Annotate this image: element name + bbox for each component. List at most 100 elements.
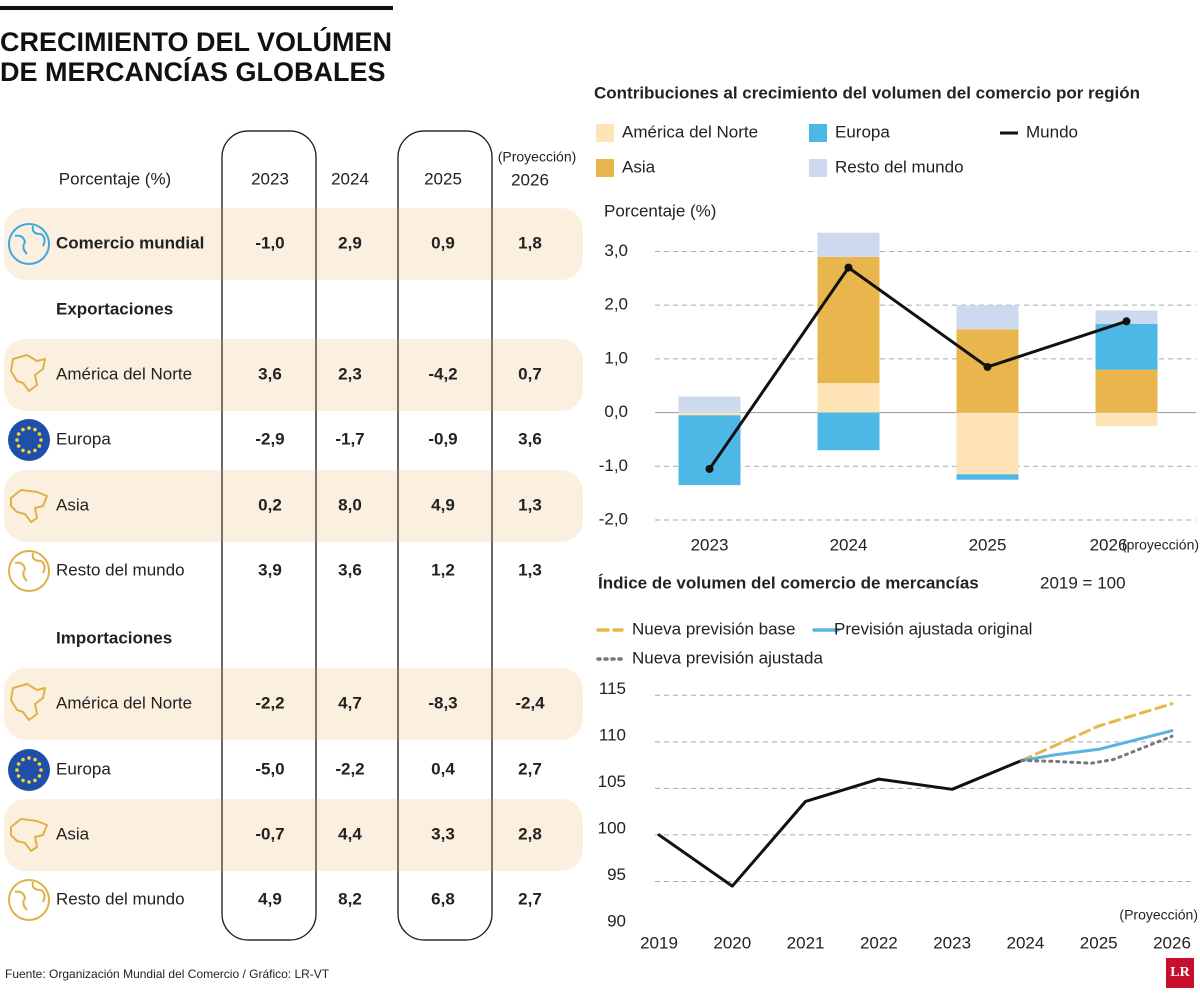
globe-land [14,552,46,582]
cell-value: 0,4 [431,759,455,778]
row-label: Resto del mundo [56,560,185,579]
eu-star [15,438,19,442]
cell-value: 4,9 [431,495,455,514]
logo-box [1166,958,1194,988]
y-tick-label: 105 [598,772,626,791]
map-icon [10,683,46,721]
series-line [657,758,1024,888]
cell-value: 3,6 [518,429,542,448]
row-label: Europa [56,429,111,448]
eu-star [16,762,21,766]
line-marker [983,362,992,371]
eu-star [27,426,31,430]
cell-value: 2,7 [518,759,542,778]
bar-segment [1095,412,1158,427]
bar-segment [678,412,741,416]
legend-swatch [809,159,827,177]
eu-star [33,427,37,432]
row-label: América del Norte [56,693,192,712]
bar-segment [678,415,741,486]
x-tick-label: 2024 [830,535,868,554]
eu-star [27,780,31,784]
cell-value: 1,3 [518,560,542,579]
eu-star [39,768,43,772]
series-line [1020,729,1174,762]
eu-star [16,444,21,448]
section-title: Importaciones [56,628,172,647]
cell-value: 1,3 [518,495,542,514]
cell-value: 2,9 [338,233,362,252]
eu-star [37,774,42,778]
chart-subtitle: 2019 = 100 [1040,573,1126,592]
map-icon [10,818,48,852]
row-label: Resto del mundo [56,889,185,908]
row-band [4,339,583,411]
table-header: Porcentaje (%) [59,169,171,188]
line-marker [1122,317,1131,326]
eu-star [16,432,21,436]
cell-value: 1,8 [518,233,542,252]
column-header: 2024 [331,169,369,188]
bar-segment [956,329,1019,413]
bar-segment [678,396,741,413]
cell-value: 2,7 [518,889,542,908]
legend-swatch [809,124,827,142]
cell-value: -0,7 [255,824,284,843]
legend-label: Previsión ajustada original [834,619,1032,638]
legend-label: Nueva previsión base [632,619,795,638]
globe-icon [8,223,50,265]
cell-value: 8,0 [338,495,362,514]
bar-segment [817,412,880,451]
series-line [1020,702,1174,762]
section-title: Exportaciones [56,299,173,318]
row-label: Asia [56,495,90,514]
x-tick-label: 2024 [1007,933,1045,952]
eu-star [27,756,31,760]
eu-star [37,444,42,448]
line-marker [844,263,853,272]
x-tick-label: 2025 [1080,933,1118,952]
legend-label: Europa [835,122,890,141]
legend-label: América del Norte [622,122,758,141]
y-tick-label: 3,0 [604,241,628,260]
cell-value: 8,2 [338,889,362,908]
cell-value: -0,9 [428,429,457,448]
bar-segment [817,383,880,413]
chart-title: Índice de volumen del comercio de mercan… [598,573,979,592]
cell-value: 3,6 [258,364,282,383]
row-label: América del Norte [56,364,192,383]
row-band [4,668,583,740]
globe-icon [8,550,50,592]
eu-star [15,768,19,772]
row-label: Europa [56,759,111,778]
source: Fuente: Organización Mundial del Comerci… [5,967,330,981]
bar-segment [817,232,880,257]
y-tick-label: 95 [607,865,626,884]
row-label: Asia [56,824,90,843]
cell-value: 0,9 [431,233,455,252]
y-tick-label: 115 [599,679,626,698]
x-tick-label: 2022 [860,933,898,952]
column-header: 2026 [511,170,549,189]
cell-value: 4,4 [338,824,362,843]
y-tick-label: 90 [607,911,626,930]
row-band [4,208,583,280]
eu-star [39,438,43,442]
row-band [4,470,583,542]
cell-value: -2,2 [335,759,364,778]
bar-segment [1095,369,1158,413]
eu-star [37,762,42,766]
title-line: CRECIMIENTO DEL VOLÚMEN [0,26,392,57]
chart-title: Contribuciones al crecimiento del volume… [594,83,1140,102]
cell-value: -2,2 [255,693,284,712]
cell-value: -5,0 [255,759,284,778]
cell-value: 4,7 [338,693,362,712]
bar-segment [956,305,1019,330]
cell-value: -2,9 [255,429,284,448]
eu-icon [8,749,50,791]
series-line [708,265,1127,470]
eu-star [37,432,42,436]
cell-value: 1,2 [431,560,455,579]
x-tick-label: 2023 [691,535,729,554]
legend-label: Mundo [1026,122,1078,141]
